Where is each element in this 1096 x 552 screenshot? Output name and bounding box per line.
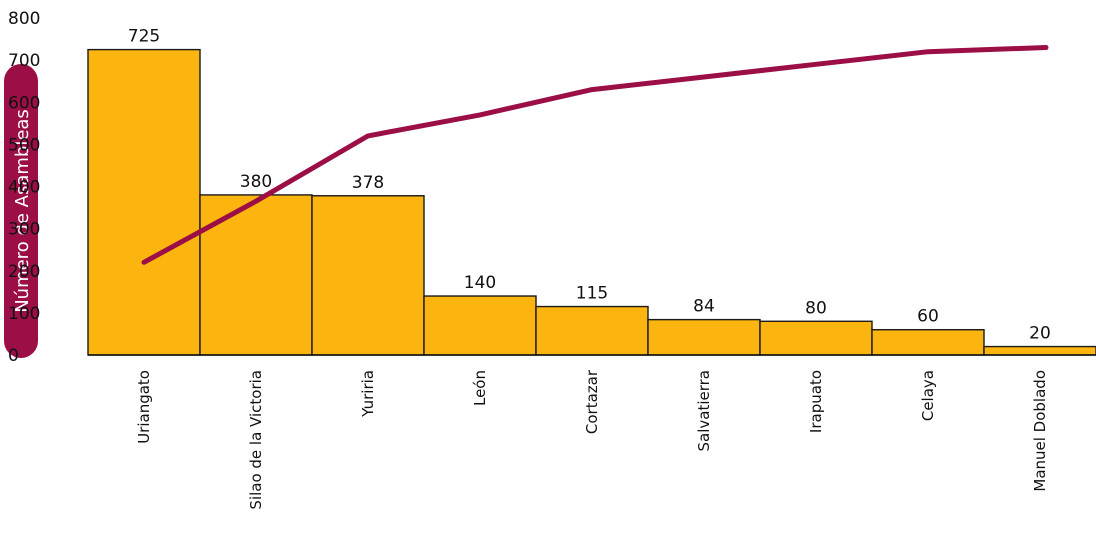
y-axis-title: Número de Asambleas: [4, 64, 38, 358]
category-label: Uriangato: [135, 370, 153, 444]
category-label: Celaya: [919, 370, 937, 421]
bar: [199, 194, 313, 356]
y-tick-label: 200: [8, 262, 40, 282]
category-label: Salvatierra: [695, 370, 713, 452]
category-label: Manuel Doblado: [1031, 370, 1049, 492]
bar: [423, 295, 537, 356]
bar: [871, 329, 985, 356]
bar: [983, 345, 1096, 356]
y-tick-label: 100: [8, 304, 40, 324]
y-tick-label: 300: [8, 220, 40, 240]
y-axis-title-text: Número de Asambleas: [12, 109, 33, 313]
category-label: León: [471, 370, 489, 406]
data-labels: 725 380 378 140 115 84 80 60 20: [128, 27, 1051, 344]
bar-value-label: 60: [917, 307, 939, 327]
y-axis-title-badge: [4, 64, 38, 358]
bar-value-label: 378: [352, 173, 384, 193]
cumulative-line: [141, 45, 1049, 265]
category-label: Silao de la Victoria: [247, 370, 265, 510]
bar-value-label: 20: [1029, 324, 1051, 344]
bar: [647, 318, 761, 356]
bar: [759, 320, 873, 356]
y-tick-label: 500: [8, 135, 40, 155]
bar: [535, 305, 649, 356]
bar-value-label: 115: [576, 284, 608, 304]
y-axis-ticks: 0 100 200 300 400 500 600 700 800: [8, 9, 40, 366]
category-labels: Uriangato Silao de la Victoria Yuriria León…: [135, 369, 1049, 509]
y-tick-label: 800: [8, 9, 40, 29]
y-tick-label: 600: [8, 93, 40, 113]
bar-value-label: 380: [240, 172, 272, 192]
bar-value-label: 725: [128, 27, 160, 47]
y-tick-label: 700: [8, 51, 40, 71]
category-label: Yuriria: [359, 370, 377, 418]
bar: [311, 195, 425, 356]
bar-value-label: 84: [693, 297, 715, 317]
bars: [87, 48, 1096, 356]
bar: [87, 48, 201, 356]
y-tick-label: 400: [8, 178, 40, 198]
y-tick-label: 0: [8, 346, 19, 366]
category-label: Cortazar: [583, 369, 601, 434]
category-label: Irapuato: [807, 370, 825, 433]
bar-value-label: 80: [805, 298, 827, 318]
bar-value-label: 140: [464, 273, 496, 293]
